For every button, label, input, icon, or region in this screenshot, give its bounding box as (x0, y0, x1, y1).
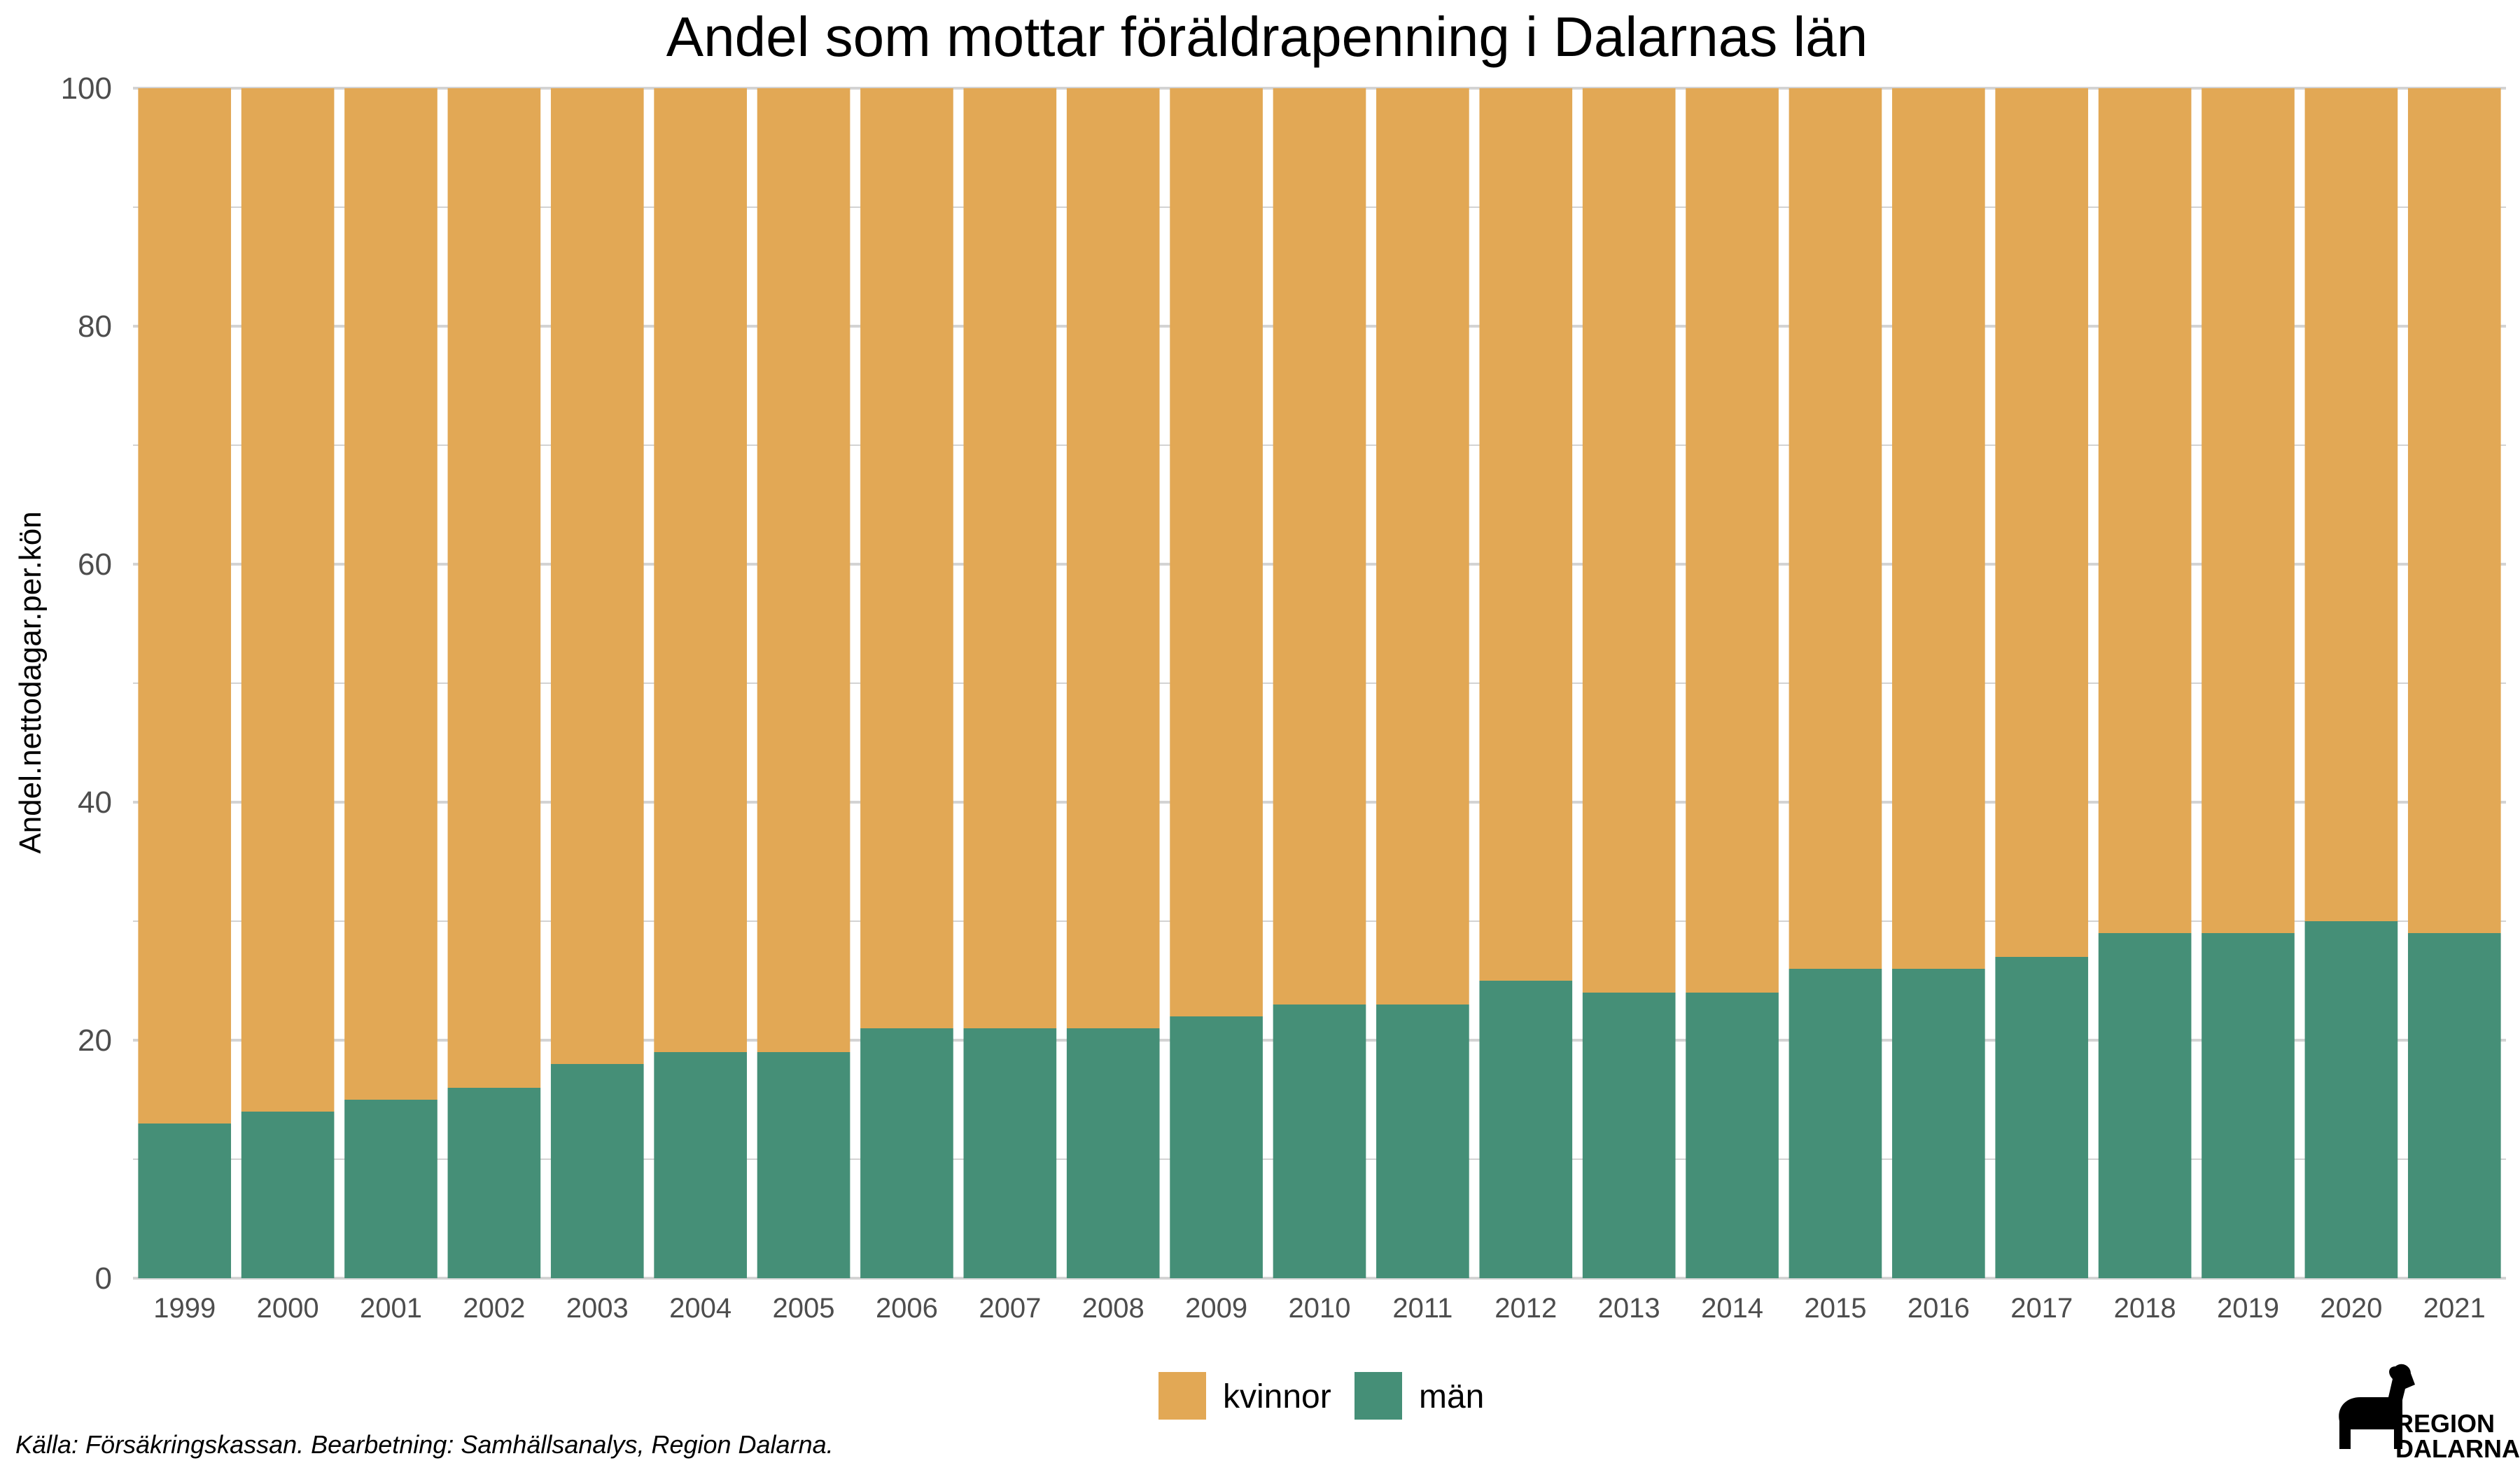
bar-män-2010 (1273, 1004, 1366, 1278)
bar-kvinnor-2016 (1892, 88, 1985, 969)
bar-kvinnor-2021 (2407, 88, 2501, 933)
bar-kvinnor-2011 (1376, 88, 1469, 1004)
bar-män-2000 (241, 1112, 335, 1278)
x-tick-label: 2021 (2423, 1293, 2486, 1324)
bar-män-2018 (2098, 933, 2192, 1278)
x-tick-label: 2007 (979, 1293, 1041, 1324)
bar-kvinnor-2007 (963, 88, 1057, 1028)
bar-män-2005 (757, 1052, 850, 1278)
x-tick-label: 2020 (2320, 1293, 2382, 1324)
bar-kvinnor-2006 (860, 88, 953, 1028)
bar-män-2021 (2407, 933, 2501, 1278)
bar-kvinnor-2014 (1686, 88, 1779, 993)
legend-label-kvinnor: kvinnor (1223, 1378, 1331, 1415)
bar-män-2006 (860, 1028, 953, 1278)
y-tick-label: 100 (61, 71, 112, 106)
dala-horse-icon (2339, 1364, 2415, 1449)
x-tick-label: 2003 (566, 1293, 629, 1324)
legend: kvinnor män (1158, 1372, 1484, 1420)
x-tick-label: 2015 (1804, 1293, 1866, 1324)
logo-line1: REGION (2395, 1409, 2495, 1438)
bar-kvinnor-2013 (1582, 88, 1676, 993)
bar-kvinnor-1999 (138, 88, 232, 1124)
x-tick-label: 2005 (773, 1293, 835, 1324)
bar-kvinnor-2017 (1995, 88, 2089, 957)
bar-kvinnor-2018 (2098, 88, 2192, 933)
legend-swatch-kvinnor (1158, 1372, 1206, 1420)
bar-män-2014 (1686, 993, 1779, 1278)
bar-män-2001 (344, 1100, 438, 1278)
x-tick-label: 2011 (1392, 1293, 1452, 1324)
x-tick-label: 2004 (669, 1293, 732, 1324)
y-tick-label: 20 (78, 1023, 112, 1058)
x-tick-label: 2019 (2217, 1293, 2279, 1324)
y-tick-label: 40 (78, 785, 112, 820)
legend-label-män: män (1419, 1378, 1484, 1415)
bar-män-2013 (1582, 993, 1676, 1278)
bar-män-2012 (1479, 981, 1573, 1278)
y-tick-label: 60 (78, 547, 112, 582)
bar-kvinnor-2005 (757, 88, 850, 1052)
bar-män-2017 (1995, 957, 2089, 1278)
x-tick-label: 2012 (1494, 1293, 1557, 1324)
bar-män-2011 (1376, 1004, 1469, 1278)
bars (138, 88, 2501, 1278)
bar-män-2019 (2202, 933, 2295, 1278)
logo-line2: DALARNA (2395, 1434, 2520, 1463)
x-tick-label: 2018 (2114, 1293, 2176, 1324)
source-caption: Källa: Försäkringskassan. Bearbetning: S… (15, 1430, 834, 1459)
bar-kvinnor-2004 (654, 88, 747, 1052)
bar-män-2008 (1066, 1028, 1160, 1278)
x-tick-label: 2017 (2010, 1293, 2073, 1324)
bar-män-1999 (138, 1124, 232, 1278)
x-tick-labels: 1999 2000 2001 2002 2003 2004 2005 2006 2007 2008… (153, 1293, 2486, 1324)
x-tick-label: 2016 (1907, 1293, 1970, 1324)
bar-kvinnor-2003 (550, 88, 644, 1064)
bar-kvinnor-2015 (1788, 88, 1882, 969)
bar-kvinnor-2020 (2304, 88, 2398, 921)
x-tick-label: 2008 (1082, 1293, 1144, 1324)
x-tick-label: 2001 (360, 1293, 422, 1324)
bar-män-2016 (1892, 969, 1985, 1278)
bar-män-2004 (654, 1052, 747, 1278)
x-tick-label: 2002 (463, 1293, 525, 1324)
bar-kvinnor-2008 (1066, 88, 1160, 1028)
bar-kvinnor-2019 (2202, 88, 2295, 933)
bar-kvinnor-2002 (447, 88, 541, 1088)
bar-män-2002 (447, 1088, 541, 1278)
bar-kvinnor-2000 (241, 88, 335, 1112)
y-tick-label: 0 (95, 1261, 112, 1296)
x-tick-label: 2009 (1185, 1293, 1247, 1324)
y-tick-labels: 0 20 40 60 80 100 (61, 71, 112, 1296)
x-tick-label: 2006 (876, 1293, 938, 1324)
y-axis-label: Andel.nettodagar.per.kön (13, 511, 48, 853)
y-tick-label: 80 (78, 309, 112, 344)
x-tick-label: 1999 (153, 1293, 216, 1324)
bar-kvinnor-2010 (1273, 88, 1366, 1004)
x-tick-label: 2010 (1289, 1293, 1351, 1324)
x-tick-label: 2000 (257, 1293, 319, 1324)
bar-kvinnor-2009 (1170, 88, 1263, 1016)
bar-män-2007 (963, 1028, 1057, 1278)
x-tick-label: 2013 (1598, 1293, 1660, 1324)
region-dalarna-logo: REGION DALARNA (2339, 1364, 2520, 1463)
x-tick-label: 2014 (1701, 1293, 1763, 1324)
bar-kvinnor-2001 (344, 88, 438, 1100)
bar-män-2003 (550, 1064, 644, 1278)
bar-män-2009 (1170, 1016, 1263, 1278)
bar-kvinnor-2012 (1479, 88, 1573, 981)
legend-swatch-män (1354, 1372, 1402, 1420)
bar-män-2020 (2304, 921, 2398, 1278)
bar-män-2015 (1788, 969, 1882, 1278)
chart-title: Andel som mottar föräldrapenning i Dalar… (666, 6, 1868, 68)
